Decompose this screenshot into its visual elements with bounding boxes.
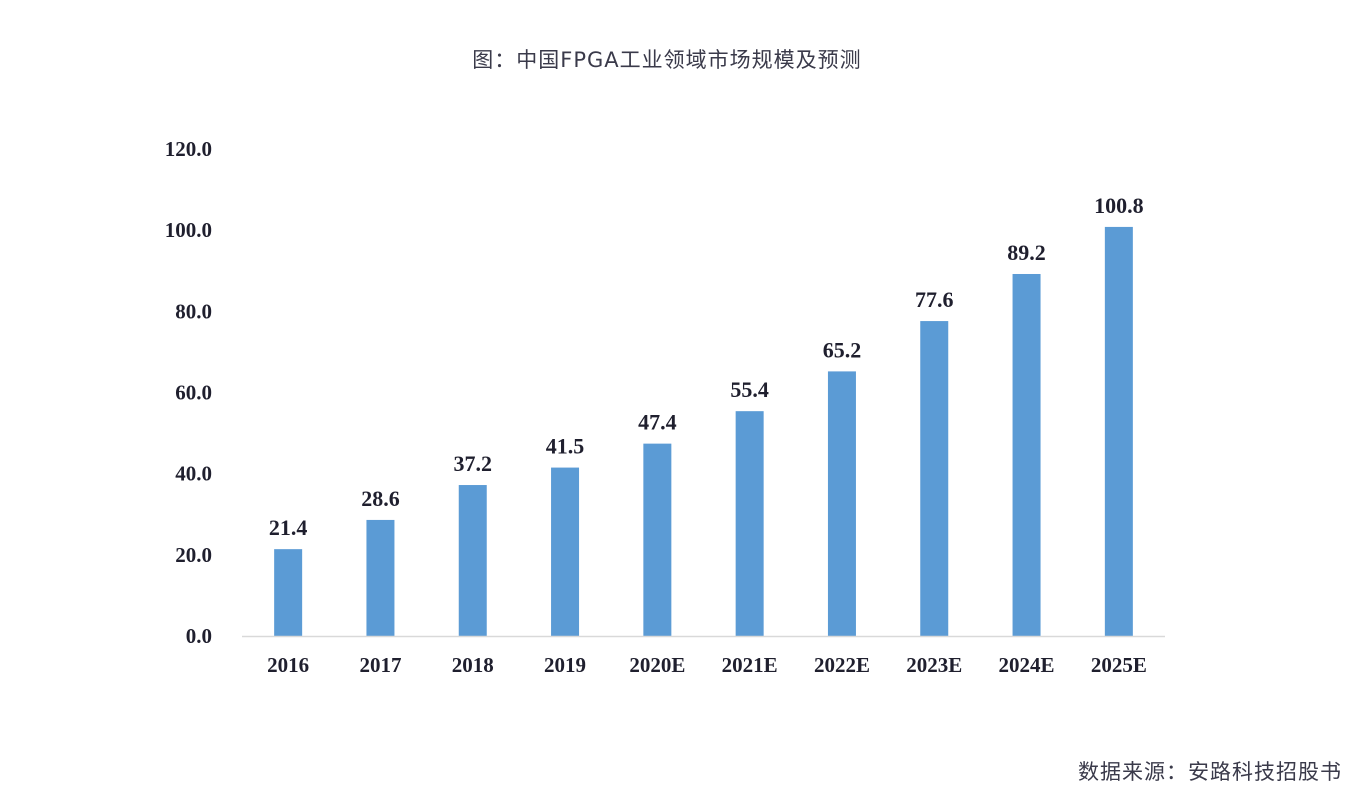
data-label-2018: 37.2: [454, 451, 493, 476]
bar-2020E: [643, 443, 672, 636]
x-tick-label-2023E: 2023E: [906, 653, 962, 677]
data-label-2025E: 100.8: [1094, 193, 1144, 218]
data-label-2021E: 55.4: [730, 377, 769, 402]
data-source-note: 数据来源：安路科技招股书: [1078, 760, 1342, 784]
x-tick-label-2025E: 2025E: [1091, 653, 1147, 677]
x-tick-label-2021E: 2021E: [722, 653, 778, 677]
data-label-2019: 41.5: [546, 434, 585, 459]
x-tick-label-2016: 2016: [267, 653, 309, 677]
x-tick-label-2019: 2019: [544, 653, 586, 677]
x-axis: 2016 2017 2018 2019 2020E 2021E 2022E 2023E 2024…: [242, 635, 1165, 677]
bar-2025E: [1104, 226, 1133, 637]
y-tick-label: 100.0: [165, 218, 212, 242]
y-tick-label: 20.0: [175, 543, 212, 567]
y-tick-label: 60.0: [175, 381, 212, 405]
bar-2018: [458, 485, 487, 636]
bar-2022E: [827, 371, 856, 636]
x-tick-label-2018: 2018: [452, 653, 494, 677]
data-label-2023E: 77.6: [915, 287, 954, 312]
y-tick-label: 120.0: [165, 137, 212, 161]
x-tick-label-2020E: 2020E: [629, 653, 685, 677]
data-label-2016: 21.4: [269, 515, 308, 540]
x-tick-label-2022E: 2022E: [814, 653, 870, 677]
x-tick-label-2017: 2017: [359, 653, 401, 677]
bar-2021E: [735, 411, 764, 636]
chart-title: 图：中国FPGA工业领域市场规模及预测: [472, 48, 862, 72]
y-tick-label: 0.0: [186, 624, 212, 648]
bar-2016: [274, 549, 303, 636]
data-label-2017: 28.6: [361, 486, 400, 511]
y-tick-label: 40.0: [175, 462, 212, 486]
bar-2017: [366, 519, 395, 636]
y-tick-label: 80.0: [175, 299, 212, 323]
y-axis: 0.0 20.0 40.0 60.0 80.0 100.0 120.0: [165, 137, 212, 648]
bar-2023E: [920, 321, 949, 636]
bar-2024E: [1012, 273, 1041, 636]
data-label-2024E: 89.2: [1007, 240, 1046, 265]
data-label-2022E: 65.2: [823, 337, 862, 362]
data-label-2020E: 47.4: [638, 410, 677, 435]
x-tick-label-2024E: 2024E: [999, 653, 1055, 677]
bars-group: 21.4 28.6 37.2 41.5 47.4 55.4 65.2 77.6 89.2 100.…: [269, 193, 1144, 637]
bar-2019: [551, 467, 580, 636]
